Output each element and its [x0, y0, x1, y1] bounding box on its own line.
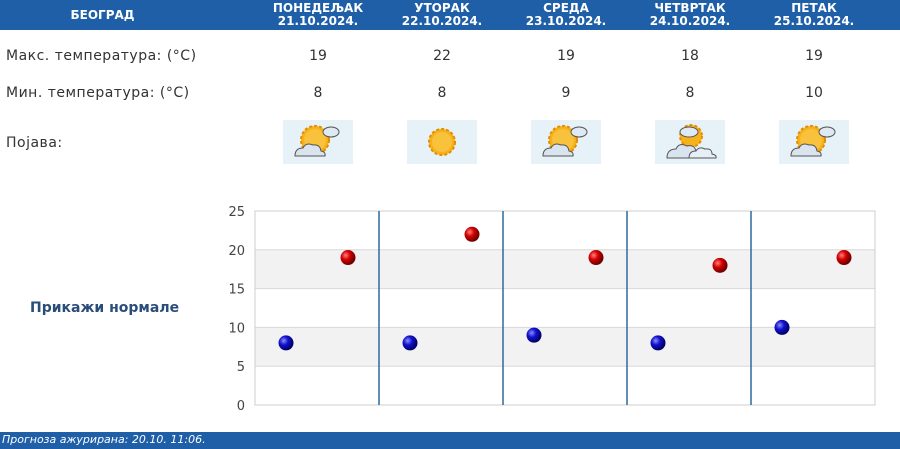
min-temp-value: 10	[805, 85, 823, 101]
max-temp-value: 19	[557, 48, 575, 64]
y-tick-label: 15	[228, 283, 245, 298]
max-temp-value: 19	[805, 48, 823, 64]
max-temp-point	[836, 250, 852, 266]
day-header: ЧЕТВРТАК 24.10.2024.	[649, 1, 731, 28]
y-tick-label: 10	[228, 321, 245, 336]
max-temp-point	[464, 226, 480, 242]
max-temp-value: 19	[309, 48, 327, 64]
day-header: УТОРАК 22.10.2024.	[401, 1, 483, 28]
y-tick-label: 25	[228, 205, 245, 220]
sun-cloud-icon	[283, 120, 353, 164]
day-header: СРЕДА 23.10.2024.	[525, 1, 607, 28]
min-temp-point	[650, 335, 666, 351]
y-tick-label: 5	[237, 360, 245, 375]
show-normals-link[interactable]: Прикажи нормале	[30, 300, 180, 316]
phenomenon-label: Појава:	[6, 135, 63, 151]
forecast-header: БЕОГРАД ПОНЕДЕЉАК 21.10.2024. УТОРАК 22.10…	[0, 0, 900, 30]
y-tick-label: 0	[237, 399, 245, 414]
grid-band	[255, 249, 875, 289]
min-temp-value: 9	[561, 85, 571, 101]
max-temp-value: 22	[433, 48, 451, 64]
sun-icon	[407, 120, 477, 164]
min-temp-point	[526, 327, 542, 343]
day-header: ПОНЕДЕЉАК 21.10.2024.	[272, 1, 364, 28]
sun-cloud-icon	[531, 120, 601, 164]
min-temp-value: 8	[313, 85, 323, 101]
forecast-footer: Прогноза ажурирана: 20.10. 11:06.	[0, 432, 900, 449]
min-temp-point	[402, 335, 418, 351]
max-temp-value: 18	[681, 48, 699, 64]
y-tick-label: 20	[228, 244, 245, 259]
grid-band	[255, 327, 875, 367]
max-temp-label: Макс. температура: (°C)	[6, 48, 197, 64]
max-temp-point	[712, 257, 728, 273]
min-temp-value: 8	[437, 85, 447, 101]
cloud-sun-icon	[655, 120, 725, 164]
sun-cloud-icon	[779, 120, 849, 164]
min-temp-point	[774, 319, 790, 335]
max-temp-point	[588, 250, 604, 266]
plot-frame	[254, 210, 876, 406]
day-header: ПЕТАК 25.10.2024.	[773, 1, 855, 28]
max-temp-point	[340, 250, 356, 266]
update-time: Прогноза ажурирана: 20.10. 11:06.	[2, 433, 206, 446]
min-temp-value: 8	[685, 85, 695, 101]
min-temp-label: Мин. температура: (°C)	[6, 85, 190, 101]
city-name: БЕОГРАД	[70, 8, 135, 22]
min-temp-point	[278, 335, 294, 351]
